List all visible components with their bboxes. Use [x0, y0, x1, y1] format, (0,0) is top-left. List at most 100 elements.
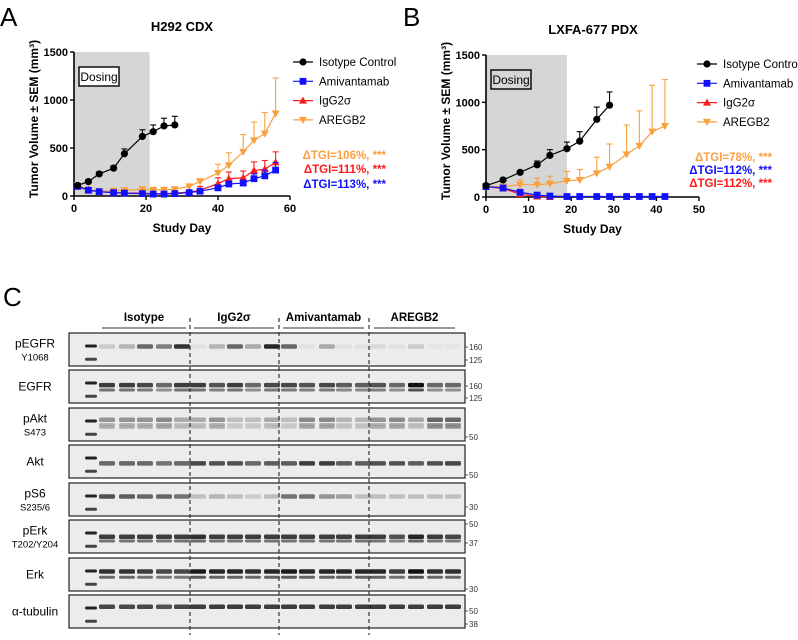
- protein-band: [319, 425, 335, 429]
- protein-band: [281, 388, 297, 392]
- data-point: [250, 137, 258, 145]
- data-point: [239, 179, 247, 187]
- protein-band: [209, 604, 225, 610]
- x-tick-label: 0: [71, 203, 77, 215]
- data-point: [482, 182, 490, 190]
- protein-band: [174, 423, 190, 427]
- protein-band: [319, 575, 335, 579]
- legend-label: IgG2σ: [319, 96, 351, 108]
- protein-band: [445, 534, 461, 539]
- tgi-annotation: ΔTGI=106%, ***: [303, 150, 387, 162]
- row-sublabel: T202/Y204: [12, 540, 58, 551]
- protein-band: [99, 417, 115, 423]
- data-point: [239, 173, 248, 181]
- protein-band: [319, 388, 335, 392]
- protein-band: [299, 344, 315, 349]
- protein-band: [156, 575, 172, 579]
- protein-band: [281, 539, 297, 543]
- protein-band: [209, 539, 225, 543]
- blot-strip: [68, 594, 466, 629]
- protein-band: [119, 604, 135, 610]
- protein-band: [427, 539, 443, 543]
- protein-band: [245, 534, 261, 539]
- protein-band: [370, 382, 386, 388]
- protein-band: [156, 344, 172, 349]
- protein-band: [245, 425, 261, 429]
- mw-marker-label: 160: [469, 382, 483, 391]
- protein-band: [370, 534, 386, 539]
- legend-label: Isotype Control: [319, 57, 396, 69]
- data-point: [74, 181, 82, 190]
- row-sublabel: S473: [24, 428, 46, 439]
- data-point: [272, 166, 279, 174]
- protein-band: [264, 417, 280, 423]
- group-label: IgG2σ: [217, 312, 251, 324]
- protein-band: [209, 417, 225, 423]
- protein-band: [355, 425, 371, 429]
- tgi-annotation: ΔTGI=112%, ***: [689, 165, 772, 177]
- protein-band: [119, 425, 135, 429]
- protein-band: [227, 344, 243, 349]
- ladder-band: [85, 582, 97, 586]
- protein-band: [227, 534, 243, 539]
- series-isotype: [74, 115, 179, 190]
- ladder-band: [85, 531, 97, 535]
- protein-band: [281, 382, 297, 388]
- protein-band: [355, 388, 371, 392]
- protein-band: [281, 494, 297, 499]
- protein-band: [281, 575, 297, 579]
- dosing-label-box: [490, 69, 532, 90]
- protein-band: [389, 461, 405, 466]
- data-point: [703, 118, 711, 126]
- protein-band: [281, 569, 297, 574]
- data-point: [533, 191, 541, 199]
- y-tick-label: 1500: [44, 47, 68, 59]
- protein-band: [119, 494, 135, 499]
- protein-band: [355, 575, 371, 579]
- legend-label: Amivantamab: [319, 76, 389, 88]
- protein-band: [174, 575, 190, 579]
- row-sublabel: S235/6: [20, 503, 50, 514]
- protein-band: [209, 382, 225, 388]
- mw-marker-label: 38: [469, 620, 478, 629]
- protein-band: [99, 534, 115, 539]
- protein-band: [119, 344, 135, 349]
- protein-band: [137, 461, 153, 466]
- protein-band: [137, 388, 153, 392]
- data-point: [299, 58, 307, 66]
- group-label: Isotype: [124, 312, 164, 324]
- protein-band: [408, 382, 424, 388]
- ladder-band: [85, 619, 97, 623]
- protein-band: [445, 569, 461, 574]
- protein-band: [174, 494, 190, 499]
- blot-strip: [68, 407, 466, 442]
- protein-band: [355, 494, 371, 499]
- protein-band: [209, 534, 225, 539]
- protein-band: [299, 461, 315, 466]
- protein-band: [299, 423, 315, 427]
- protein-band: [281, 425, 297, 429]
- protein-band: [264, 423, 280, 427]
- protein-band: [156, 417, 172, 423]
- protein-band: [190, 417, 206, 423]
- protein-band: [389, 569, 405, 574]
- protein-band: [370, 539, 386, 543]
- protein-band: [137, 539, 153, 543]
- protein-band: [389, 382, 405, 388]
- protein-band: [370, 604, 386, 610]
- protein-band: [119, 388, 135, 392]
- series-amivantamab: [74, 161, 279, 198]
- x-tick-label: 0: [483, 204, 489, 216]
- protein-band: [190, 604, 206, 610]
- protein-band: [389, 534, 405, 539]
- tgi-annotation: ΔTGI=78%, ***: [695, 152, 773, 164]
- data-point: [85, 186, 92, 194]
- mw-marker-label: 50: [469, 607, 478, 616]
- protein-band: [445, 425, 461, 429]
- protein-band: [299, 425, 315, 429]
- protein-band: [336, 344, 352, 349]
- blot-row-erk: Erk 30: [26, 557, 478, 594]
- protein-band: [209, 494, 225, 499]
- data-point: [239, 148, 248, 156]
